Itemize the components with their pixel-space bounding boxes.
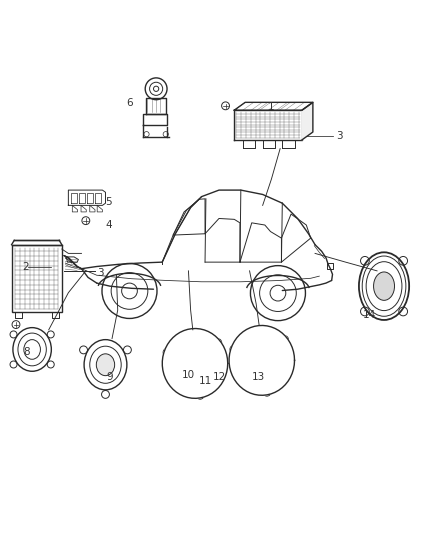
Polygon shape (234, 102, 313, 110)
Text: 1: 1 (268, 102, 275, 112)
Ellipse shape (374, 272, 395, 300)
Text: 5: 5 (105, 197, 112, 207)
Text: 9: 9 (106, 372, 113, 382)
Polygon shape (229, 326, 294, 395)
Text: 6: 6 (127, 98, 133, 108)
Ellipse shape (250, 348, 274, 374)
Polygon shape (162, 328, 228, 398)
Text: 8: 8 (24, 346, 30, 357)
Text: 14: 14 (363, 310, 376, 319)
Text: 3: 3 (336, 131, 343, 141)
Ellipse shape (183, 350, 207, 376)
Text: 11: 11 (198, 376, 212, 386)
Text: 13: 13 (252, 372, 265, 382)
Text: 4: 4 (106, 220, 112, 230)
Polygon shape (302, 102, 313, 140)
Text: 2: 2 (22, 262, 29, 271)
Ellipse shape (96, 354, 115, 376)
Text: 3: 3 (97, 268, 103, 278)
Text: 12: 12 (213, 372, 226, 382)
Polygon shape (68, 190, 106, 205)
Text: 10: 10 (182, 370, 195, 380)
FancyBboxPatch shape (12, 245, 62, 312)
